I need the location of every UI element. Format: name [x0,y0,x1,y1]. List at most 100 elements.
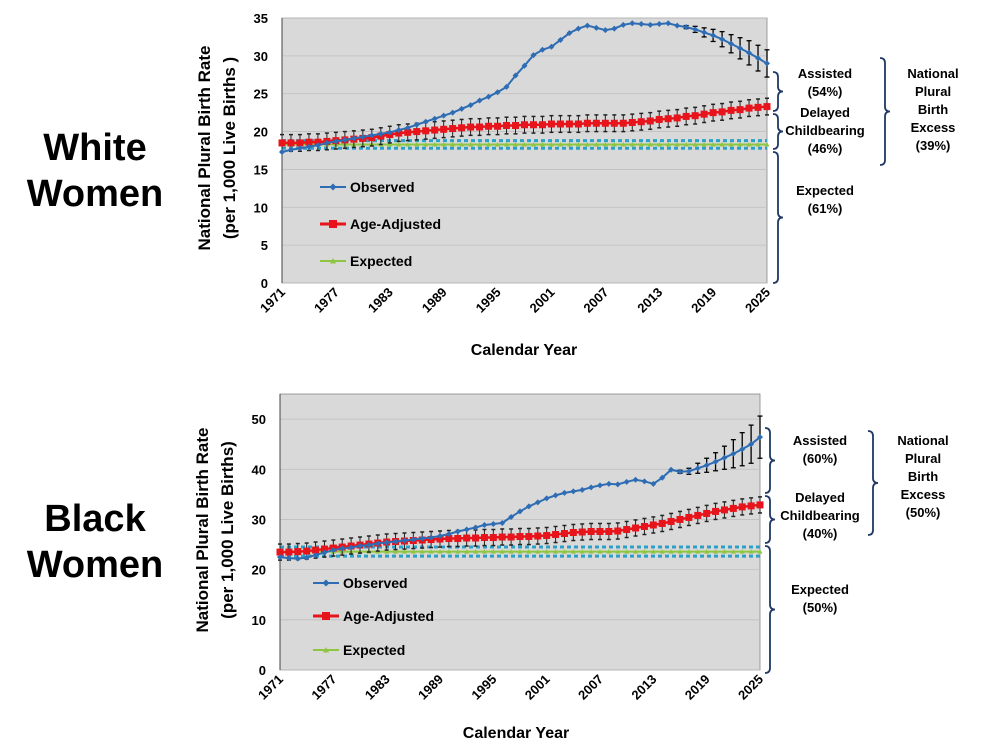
y-tick-label: 20 [252,563,266,578]
y-tick-label: 0 [261,276,268,291]
age-adjusted-point [587,527,595,535]
age-adjusted-point [521,121,528,129]
x-tick-label: 2019 [688,285,719,316]
y-axis-ticks: 0 5 10 15 20 25 30 35 [254,11,283,291]
observed-point [494,89,501,96]
expected-point [396,141,402,147]
age-adjusted-point [583,119,591,127]
plot-area [281,17,768,284]
observed-point [476,97,483,104]
age-adjusted-point [578,528,586,536]
legend-expected: Expected [343,642,405,658]
age-adjusted-point [314,138,322,146]
legend-observed: Observed [343,575,408,591]
age-adjusted-point [628,118,636,126]
age-adjusted-point [467,123,475,131]
observed-point [357,543,363,550]
age-adjusted-point [592,119,600,127]
expected-point [414,141,420,147]
observed-point [525,503,532,510]
expected-point [730,549,736,554]
observed-point [323,139,330,146]
y-tick-label: 15 [254,162,268,177]
age-adjusted-point [664,115,672,123]
observed-point [561,489,568,496]
expected-point [495,141,501,147]
x-tick-label: 2001 [527,285,558,316]
expected-point [710,141,716,147]
age-adjusted-point [556,120,564,128]
expected-point [647,141,653,147]
observed-point [296,145,303,152]
age-adjusted-point [673,114,681,122]
age-adjusted-point [445,535,453,543]
age-adjusted-point [395,129,403,137]
expected-point [539,141,545,147]
age-adjusted-point [440,125,448,133]
expected-point [641,549,647,554]
expected-point [441,141,447,147]
expected-point [677,549,683,554]
x-tick-label: 1995 [473,285,504,316]
age-adjusted-point [480,534,488,542]
age-adjusted-point [507,533,515,541]
observed-point [312,552,319,559]
expected-point [606,549,612,554]
observed-point [440,112,447,119]
curly-bracket [879,57,891,166]
expected-point [683,141,689,147]
x-tick-label: 2001 [522,672,553,703]
age-adjusted-point [632,524,640,532]
expected-point [650,549,656,554]
expected-point [620,141,626,147]
y-tick-label: 35 [254,11,268,26]
age-adjusted-point [534,532,542,540]
expected-point [748,549,754,554]
observed-point [428,534,435,541]
observed-point [508,513,515,520]
age-adjusted-point [736,106,744,114]
expected-point [588,549,594,554]
national-excess-annotation: National Plural Birth Excess (50%) [897,433,949,520]
observed-point [534,499,541,506]
expected-point [561,549,567,554]
observed-point [737,45,744,52]
observed-point [602,27,609,34]
observed-point [730,450,737,457]
age-adjusted-point [614,527,622,535]
observed-point [499,519,506,526]
curly-bracket [772,151,784,284]
y-axis-ticks: 0 10 20 30 40 50 [252,394,281,678]
expected-point [499,549,505,554]
observed-point [721,454,728,461]
expected-point [446,549,452,554]
expected-point [629,141,635,147]
observed-point [377,130,384,137]
x-axis-ticks: 1971 1977 1983 1989 1995 2001 2007 2013 2019 2025 [257,285,773,316]
observed-point [481,521,488,528]
legend-marker [329,220,337,228]
observed-point [694,465,701,472]
gridlines [280,418,760,671]
expected-point [593,141,599,147]
black-women-title: Black Women [26,498,164,586]
observed-point [579,486,586,493]
observed-point [685,468,692,475]
expected-point [473,549,479,554]
expected-point [728,141,734,147]
observed-point [305,143,312,150]
curly-bracket [772,71,784,112]
observed-point [512,72,519,79]
age-adjusted-point [691,112,699,120]
age-adjusted-point [703,509,711,517]
expected-point [668,549,674,554]
x-axis-label: Calendar Year [471,342,577,359]
expected-point [384,549,390,554]
age-adjusted-point [694,511,702,519]
expected-point [633,549,639,554]
observed-point [279,149,285,156]
curly-bracket [772,113,784,150]
observed-point [748,441,755,448]
observed-point [383,539,390,546]
observed-point [668,466,675,473]
